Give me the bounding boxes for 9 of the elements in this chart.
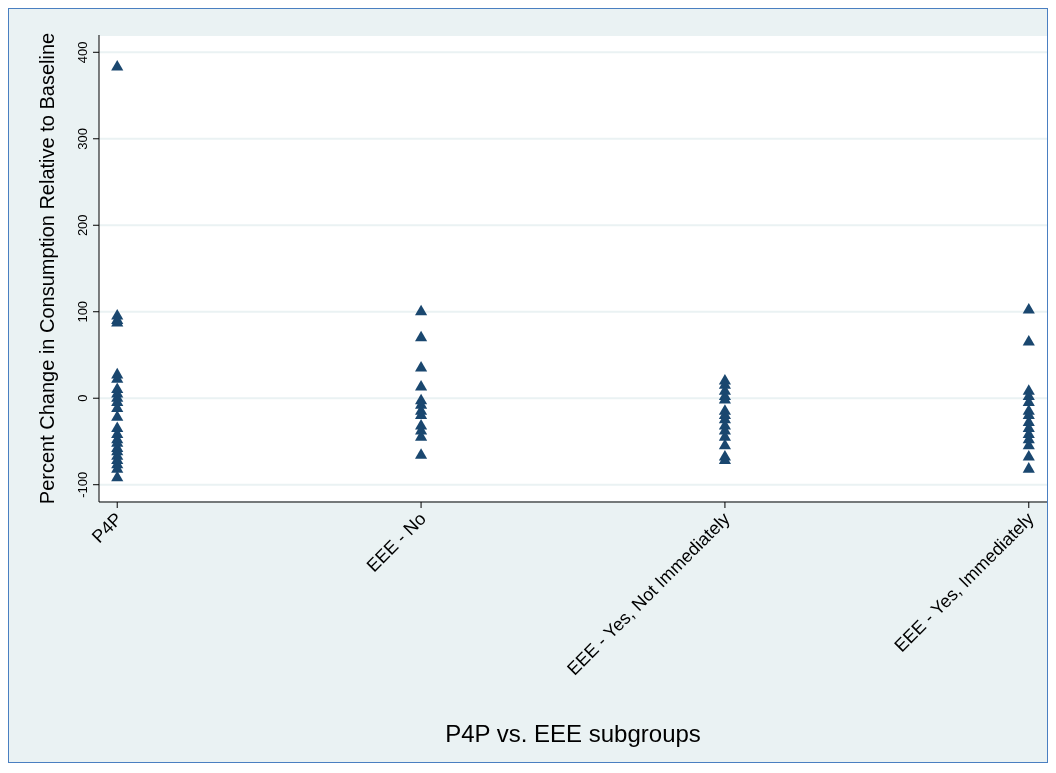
- y-tick-label: 100: [75, 300, 90, 323]
- y-tick-label: 300: [75, 127, 90, 150]
- y-tick-label: 0: [75, 394, 90, 402]
- x-axis-title: P4P vs. EEE subgroups: [445, 720, 701, 747]
- x-tick-label: P4P: [87, 508, 127, 547]
- y-tick-label: 400: [75, 41, 90, 64]
- y-tick-label: 200: [75, 214, 90, 237]
- y-axis-title: Percent Change in Consumption Relative to Baseline: [36, 32, 59, 505]
- y-tick-label: -100: [75, 471, 90, 498]
